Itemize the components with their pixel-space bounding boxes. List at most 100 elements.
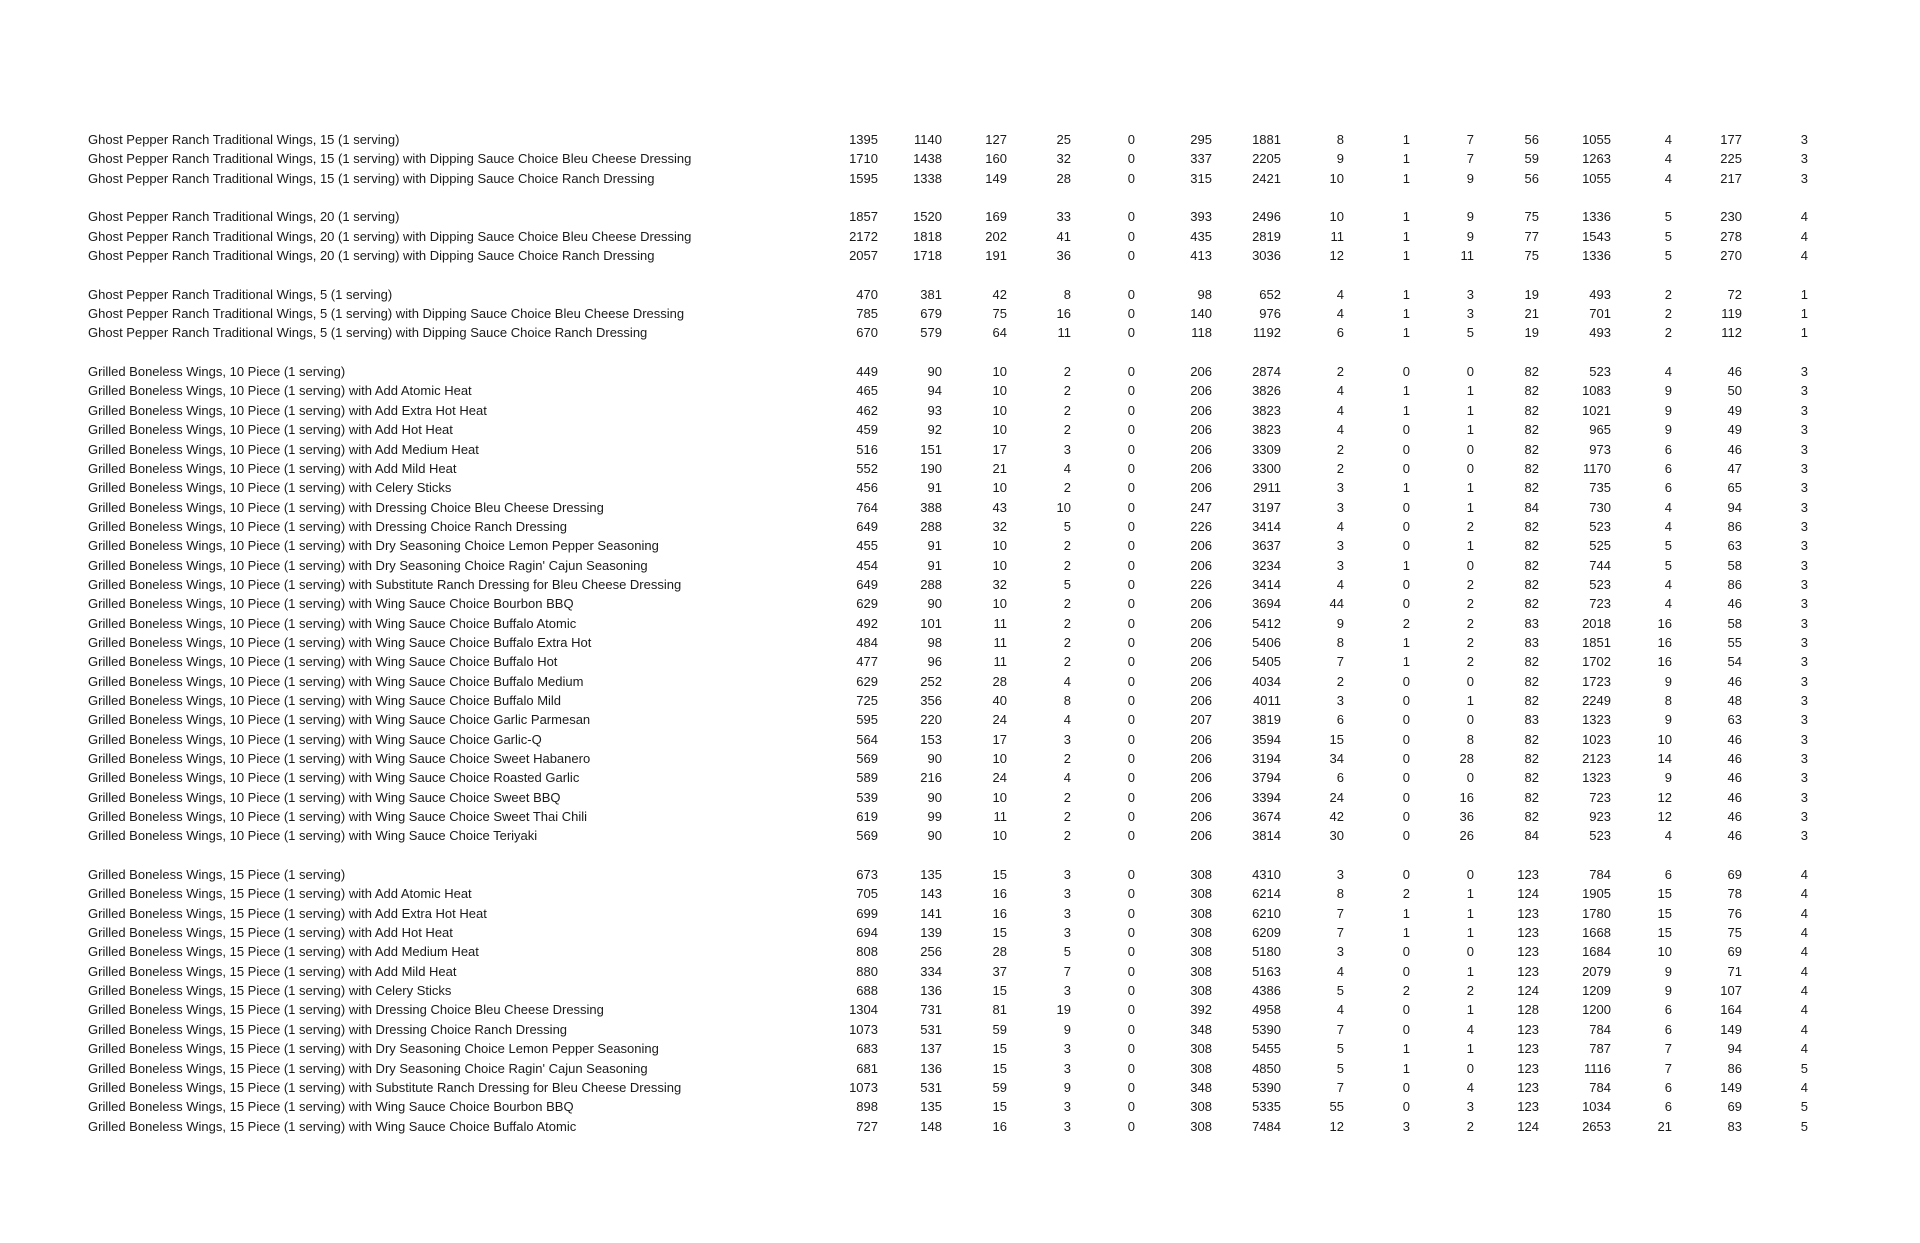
value-cell: 2496 — [1252, 209, 1281, 225]
table-row: Grilled Boneless Wings, 15 Piece (1 serv… — [0, 1000, 1920, 1019]
value-cell: 1021 — [1582, 402, 1611, 418]
value-cell: 46 — [1727, 809, 1742, 825]
value-cell: 3194 — [1252, 751, 1281, 766]
value-cell: 12 — [1329, 1118, 1344, 1134]
value-cell: 101 — [920, 615, 942, 631]
value-cell: 3 — [1800, 789, 1808, 805]
value-cell: 1083 — [1582, 383, 1611, 399]
item-name-cell: Ghost Pepper Ranch Traditional Wings, 20… — [88, 248, 655, 264]
value-cell: 308 — [1190, 963, 1212, 979]
value-cell: 5 — [1800, 1099, 1808, 1115]
value-cell: 1263 — [1582, 151, 1611, 167]
value-cell: 470 — [856, 286, 878, 302]
value-cell: 69 — [1727, 1099, 1742, 1115]
value-cell: 9 — [1063, 1079, 1071, 1095]
value-cell: 1395 — [849, 132, 878, 147]
value-cell: 169 — [985, 209, 1007, 225]
value-cell: 4 — [1664, 576, 1672, 592]
item-name-cell: Grilled Boneless Wings, 15 Piece (1 serv… — [88, 1041, 659, 1057]
value-cell: 0 — [1127, 228, 1135, 244]
value-cell: 5 — [1063, 576, 1071, 592]
item-name-cell: Ghost Pepper Ranch Traditional Wings, 15… — [88, 151, 692, 167]
value-cell: 1323 — [1582, 770, 1611, 786]
value-cell: 25 — [1056, 132, 1071, 147]
value-cell: 206 — [1190, 441, 1212, 457]
value-cell: 3 — [1800, 770, 1808, 786]
value-cell: 2421 — [1252, 170, 1281, 186]
value-cell: 123 — [1517, 867, 1539, 883]
value-cell: 1023 — [1582, 731, 1611, 747]
value-cell: 0 — [1402, 538, 1410, 554]
value-cell: 9 — [1664, 673, 1672, 689]
table-row: Grilled Boneless Wings, 10 Piece (1 serv… — [0, 498, 1920, 517]
value-cell: 0 — [1127, 518, 1135, 534]
value-cell: 5455 — [1252, 1041, 1281, 1057]
value-cell: 82 — [1524, 576, 1539, 592]
value-cell: 683 — [856, 1041, 878, 1057]
value-cell: 19 — [1524, 286, 1539, 302]
item-name-cell: Grilled Boneless Wings, 15 Piece (1 serv… — [88, 944, 479, 960]
table-row: Grilled Boneless Wings, 15 Piece (1 serv… — [0, 1020, 1920, 1039]
value-cell: 36 — [1056, 248, 1071, 264]
table-group: Ghost Pepper Ranch Traditional Wings, 5 … — [0, 285, 1920, 343]
item-name-cell: Ghost Pepper Ranch Traditional Wings, 15… — [88, 132, 400, 147]
value-cell: 10 — [992, 751, 1007, 766]
value-cell: 2 — [1063, 596, 1071, 612]
value-cell: 21 — [1657, 1118, 1672, 1134]
table-row: Grilled Boneless Wings, 10 Piece (1 serv… — [0, 614, 1920, 633]
item-name-cell: Grilled Boneless Wings, 15 Piece (1 serv… — [88, 867, 346, 883]
value-cell: 0 — [1402, 422, 1410, 438]
item-name-cell: Grilled Boneless Wings, 10 Piece (1 serv… — [88, 789, 561, 805]
value-cell: 0 — [1127, 151, 1135, 167]
value-cell: 6 — [1664, 460, 1672, 476]
value-cell: 6 — [1664, 1079, 1672, 1095]
value-cell: 123 — [1517, 963, 1539, 979]
value-cell: 3 — [1800, 615, 1808, 631]
value-cell: 1 — [1466, 499, 1474, 515]
item-name-cell: Grilled Boneless Wings, 10 Piece (1 serv… — [88, 557, 648, 573]
value-cell: 564 — [856, 731, 878, 747]
table-row: Ghost Pepper Ranch Traditional Wings, 20… — [0, 227, 1920, 246]
value-cell: 2 — [1664, 286, 1672, 302]
value-cell: 16 — [1056, 306, 1071, 322]
value-cell: 3819 — [1252, 712, 1281, 728]
value-cell: 3 — [1800, 441, 1808, 457]
value-cell: 252 — [920, 673, 942, 689]
value-cell: 649 — [856, 576, 878, 592]
value-cell: 82 — [1524, 596, 1539, 612]
value-cell: 5 — [1664, 228, 1672, 244]
value-cell: 0 — [1127, 480, 1135, 496]
value-cell: 784 — [1589, 1021, 1611, 1037]
value-cell: 701 — [1589, 306, 1611, 322]
table-row: Grilled Boneless Wings, 10 Piece (1 serv… — [0, 691, 1920, 710]
value-cell: 0 — [1127, 402, 1135, 418]
value-cell: 649 — [856, 518, 878, 534]
value-cell: 0 — [1127, 770, 1135, 786]
table-row: Grilled Boneless Wings, 10 Piece (1 serv… — [0, 730, 1920, 749]
value-cell: 69 — [1727, 867, 1742, 883]
value-cell: 0 — [1402, 692, 1410, 708]
value-cell: 137 — [920, 1041, 942, 1057]
value-cell: 206 — [1190, 383, 1212, 399]
table-row: Grilled Boneless Wings, 15 Piece (1 serv… — [0, 1059, 1920, 1078]
value-cell: 589 — [856, 770, 878, 786]
value-cell: 7 — [1336, 905, 1344, 921]
value-cell: 4 — [1800, 886, 1808, 902]
value-cell: 8 — [1664, 692, 1672, 708]
value-cell: 4 — [1664, 596, 1672, 612]
value-cell: 206 — [1190, 596, 1212, 612]
value-cell: 216 — [920, 770, 942, 786]
value-cell: 107 — [1720, 983, 1742, 999]
value-cell: 3 — [1800, 499, 1808, 515]
value-cell: 54 — [1727, 654, 1742, 670]
value-cell: 334 — [920, 963, 942, 979]
table-row: Ghost Pepper Ranch Traditional Wings, 15… — [0, 169, 1920, 188]
value-cell: 1668 — [1582, 925, 1611, 941]
value-cell: 1 — [1466, 383, 1474, 399]
value-cell: 3 — [1336, 867, 1344, 883]
value-cell: 3 — [1063, 1118, 1071, 1134]
value-cell: 484 — [856, 634, 878, 650]
value-cell: 41 — [1056, 228, 1071, 244]
value-cell: 3 — [1800, 518, 1808, 534]
value-cell: 46 — [1727, 731, 1742, 747]
